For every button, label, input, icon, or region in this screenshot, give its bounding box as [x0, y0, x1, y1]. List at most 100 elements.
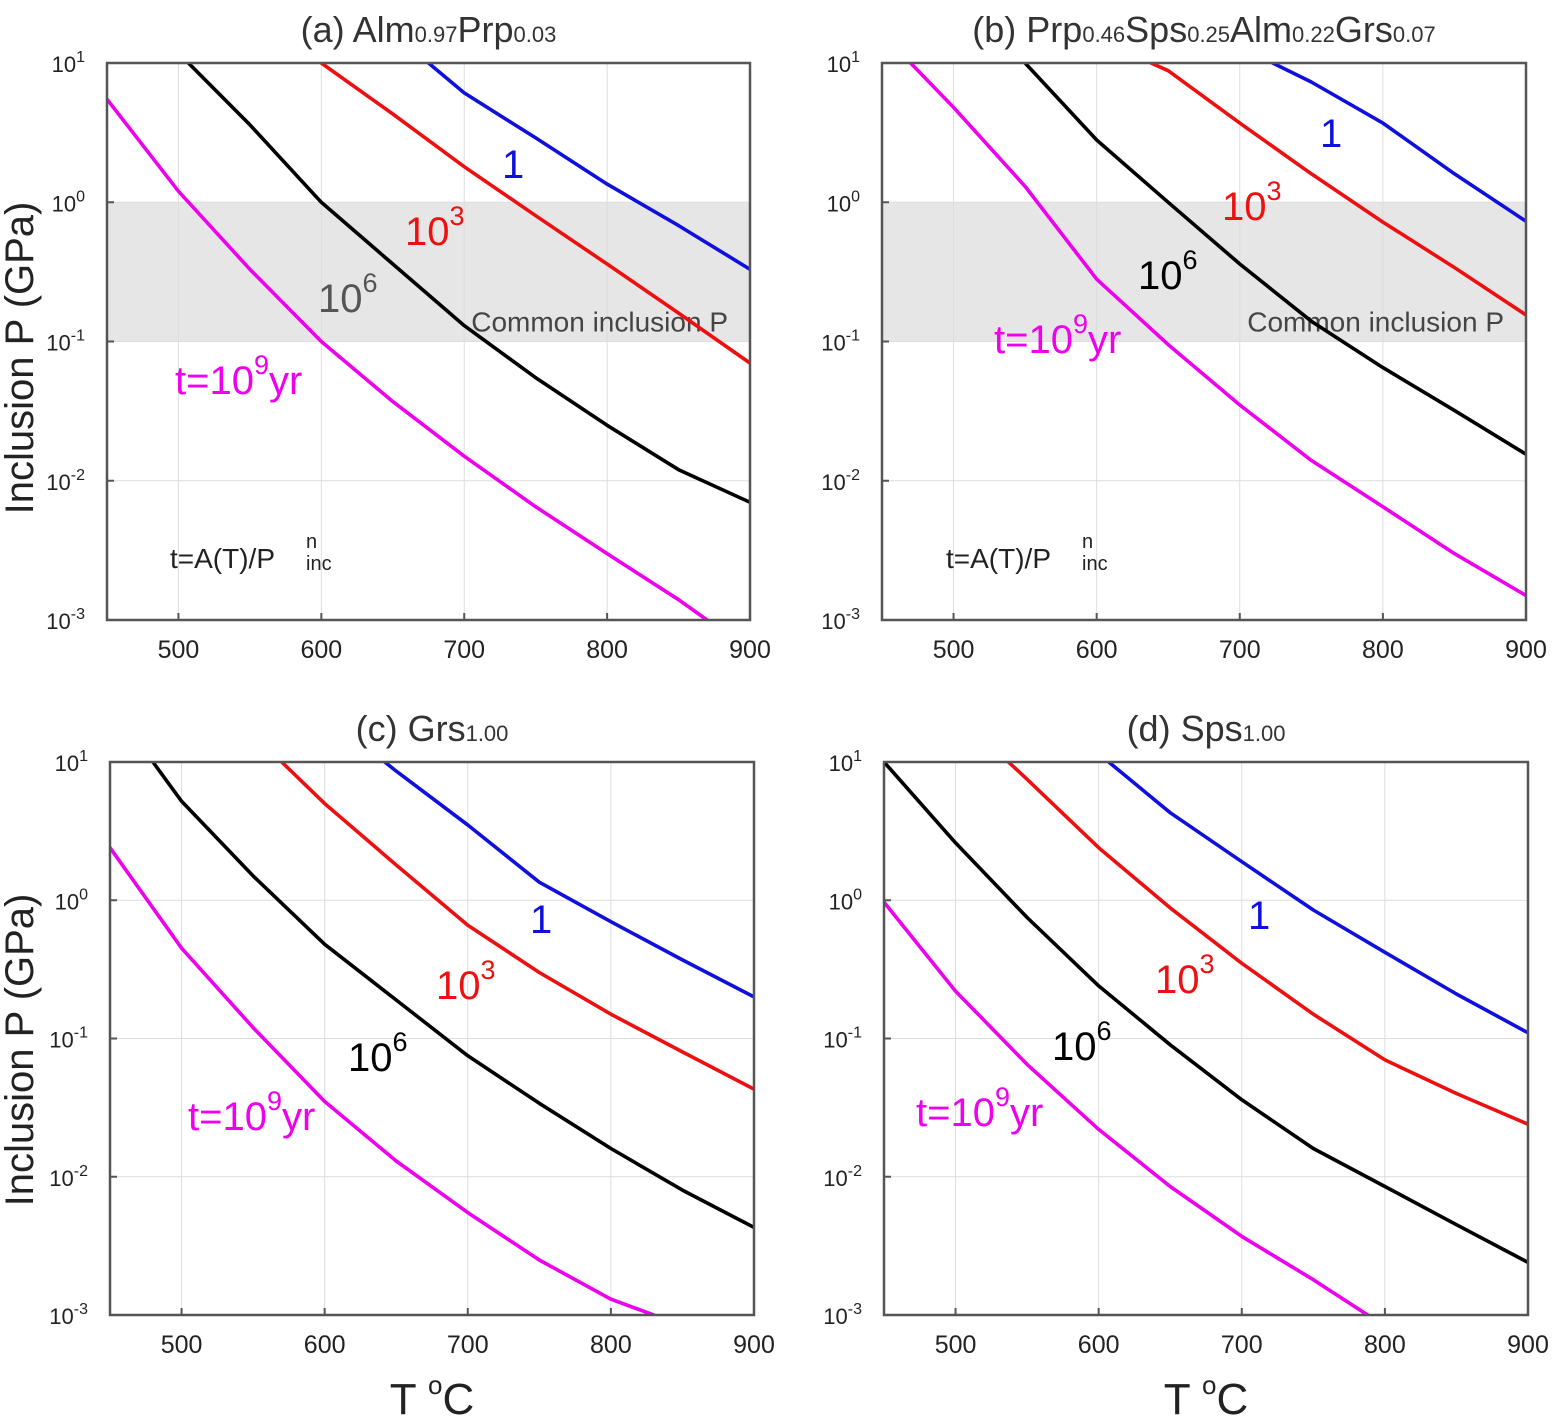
y-tick-label: 10-3 [49, 1301, 88, 1329]
panel-title: (a) Alm0.97Prp0.03 [301, 9, 557, 50]
x-label-main: T [390, 1375, 428, 1424]
x-tick-label: 900 [729, 636, 771, 664]
curve-label-suffix: yr [269, 359, 302, 403]
y-tick-base: 10 [823, 1028, 847, 1053]
series-line-2 [151, 762, 754, 1230]
title-fraction: 0.97 [415, 22, 458, 47]
curve-label-3: t=109yr [994, 309, 1121, 362]
series-line-3 [107, 97, 709, 620]
y-tick-exponent: 0 [76, 188, 85, 205]
x-tick-label: 600 [304, 1331, 346, 1359]
x-tick-label: 800 [586, 636, 628, 664]
curve-label-base: 10 [1222, 185, 1267, 229]
series-group [908, 63, 1526, 598]
y-tick-base: 10 [821, 470, 845, 495]
curve-label-exponent: 6 [1097, 1016, 1112, 1046]
series-line-1 [1149, 63, 1526, 317]
curve-label-base: t=10 [994, 318, 1073, 362]
y-tick-base: 10 [821, 331, 845, 356]
y-tick-base: 10 [52, 52, 76, 77]
x-tick-label: 800 [590, 1331, 632, 1359]
curve-label-3: t=109yr [175, 350, 302, 403]
y-tick-label: 10-1 [823, 1025, 862, 1053]
formula-main: t=A(T)/P [946, 543, 1051, 574]
curve-label-base: 10 [318, 277, 363, 321]
y-tick-exponent: 0 [853, 886, 862, 903]
panel-title: (b) Prp0.46Sps0.25Alm0.22Grs0.07 [972, 9, 1435, 50]
y-tick-base: 10 [49, 1166, 73, 1191]
series-line-0 [1270, 63, 1526, 224]
curve-label-base: 10 [436, 964, 481, 1008]
y-tick-exponent: 1 [853, 748, 862, 765]
curve-label-exponent: 3 [1200, 949, 1215, 979]
y-tick-base: 10 [46, 470, 70, 495]
curve-label-0: 1 [1320, 112, 1342, 156]
y-tick-exponent: -2 [74, 1163, 88, 1180]
y-tick-label: 10-1 [46, 328, 85, 356]
x-tick-label: 700 [447, 1331, 489, 1359]
y-tick-base: 10 [829, 751, 853, 776]
curve-label-base: 1 [1248, 894, 1270, 938]
curve-label-1: 103 [436, 955, 496, 1008]
title-mineral: Prp [457, 9, 513, 50]
series-group [110, 762, 754, 1315]
formula: t=A(T)/P n inc [170, 531, 332, 575]
y-tick-exponent: -3 [846, 606, 860, 623]
curve-label-exponent: 9 [254, 350, 269, 380]
y-tick-base: 10 [829, 889, 853, 914]
y-tick-base: 10 [827, 191, 851, 216]
curve-label-exponent: 3 [450, 201, 465, 231]
y-tick-exponent: -2 [848, 1163, 862, 1180]
y-tick-label: 10-2 [823, 1163, 862, 1191]
series-line-1 [1006, 762, 1528, 1126]
curve-label-exponent: 6 [393, 1027, 408, 1057]
formula-sup: n [306, 531, 317, 553]
curve-label-base: 10 [405, 210, 450, 254]
y-tick-exponent: -2 [846, 467, 860, 484]
panel-title: (d) Sps1.00 [1127, 708, 1286, 749]
formula-sub: inc [1082, 553, 1108, 575]
curve-label-base: t=10 [916, 1091, 995, 1135]
title-prefix: (b) [972, 9, 1026, 50]
y-tick-label: 100 [55, 886, 88, 914]
title-prefix: (c) [356, 708, 408, 749]
y-tick-label: 10-2 [49, 1163, 88, 1191]
y-axis-label-1: Inclusion P (GPa) [0, 202, 42, 515]
series-group [884, 762, 1528, 1315]
x-tick-label: 900 [733, 1331, 775, 1359]
x-axis-label-1: T oC [390, 1370, 475, 1424]
y-tick-base: 10 [823, 1304, 847, 1329]
y-tick-exponent: -3 [848, 1301, 862, 1318]
curve-label-2: 106 [1052, 1016, 1112, 1069]
x-axis-label-2: T oC [1164, 1370, 1249, 1424]
curve-label-suffix: yr [1010, 1091, 1043, 1135]
y-tick-exponent: 0 [851, 188, 860, 205]
curve-label-base: 1 [530, 898, 552, 942]
y-tick-label: 100 [52, 188, 85, 216]
x-tick-label: 700 [1221, 1331, 1263, 1359]
y-tick-base: 10 [821, 609, 845, 634]
title-mineral: Grs [1335, 9, 1393, 50]
x-tick-label: 500 [935, 1331, 977, 1359]
curve-label-exponent: 6 [363, 268, 378, 298]
title-mineral: Sps [1181, 708, 1243, 749]
y-tick-base: 10 [55, 751, 79, 776]
y-tick-exponent: -1 [74, 1025, 88, 1042]
y-tick-base: 10 [52, 191, 76, 216]
x-tick-label: 600 [1078, 1331, 1120, 1359]
curve-label-suffix: yr [1088, 318, 1121, 362]
curve-label-2: 106 [348, 1027, 408, 1080]
x-tick-label: 900 [1507, 1331, 1549, 1359]
y-tick-label: 10-3 [46, 606, 85, 634]
x-tick-label: 500 [933, 636, 975, 664]
title-fraction: 0.22 [1292, 22, 1335, 47]
title-fraction: 1.00 [1243, 721, 1286, 746]
curve-label-3: t=109yr [188, 1086, 315, 1139]
x-label-degree: o [428, 1370, 442, 1400]
formula-main: t=A(T)/P [170, 543, 275, 574]
y-tick-label: 101 [55, 748, 88, 776]
y-tick-base: 10 [46, 331, 70, 356]
x-tick-label: 600 [300, 636, 342, 664]
